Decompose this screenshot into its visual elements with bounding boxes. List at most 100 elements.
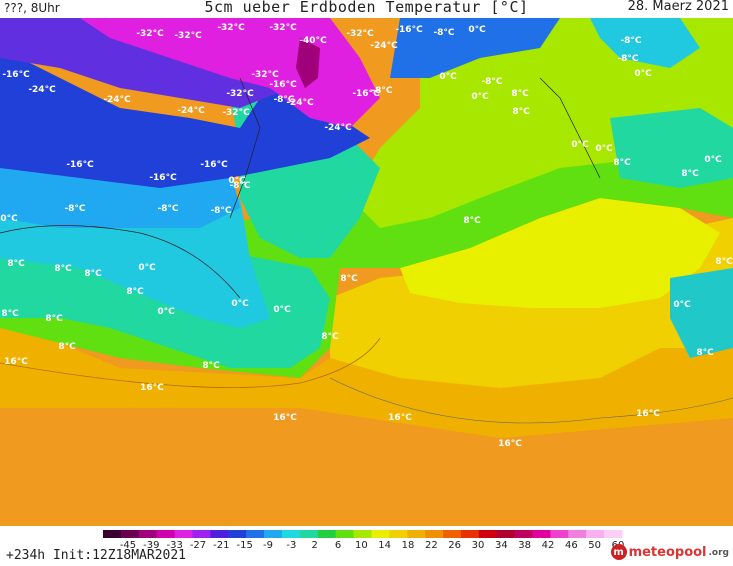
temperature-label: 8°C	[45, 314, 63, 324]
temperature-label: -24°C	[103, 95, 131, 105]
colorbar-segment	[443, 530, 462, 538]
colorbar-segment	[120, 530, 140, 538]
legend-tick-label: 10	[354, 540, 368, 551]
temperature-labels: -32°C -32°C-32°C -32°C-40°C-32°C-24°C-16°C…	[0, 23, 733, 449]
legend-tick-label: -21	[213, 540, 230, 551]
temperature-label: -8°C	[620, 36, 641, 46]
legend-tick-label: 18	[401, 540, 415, 551]
map-canvas: -32°C -32°C-32°C -32°C-40°C-32°C-24°C-16°C…	[0, 18, 733, 526]
map-footer: -45 -39 -33 -27 -21 -15 -9 -3 2 6 10 14 18 22 26 30 34 38…	[0, 526, 733, 566]
legend-tick-label: 38	[518, 540, 532, 551]
temperature-label: 16°C	[498, 439, 522, 449]
temperature-label: -8°C	[273, 95, 294, 105]
temperature-label: 0°C	[138, 263, 156, 273]
temperature-label: -24°C	[177, 106, 205, 116]
coastline-3	[539, 77, 601, 179]
coastline-2	[229, 77, 261, 219]
temperature-label: 8°C	[696, 348, 714, 358]
colorbar-segment	[550, 530, 569, 538]
temperature-label: -8°C	[433, 28, 454, 38]
temperature-label: 0°C	[471, 92, 489, 102]
temperature-label: 16°C	[273, 413, 297, 423]
temperature-label: 8°C	[202, 361, 220, 371]
legend-tick-label: 6	[334, 540, 342, 551]
colorbar-segment	[407, 530, 426, 538]
colorbar-segment	[103, 530, 122, 538]
legend-tick-label: -27	[189, 540, 207, 551]
temperature-label: 0°C	[439, 72, 457, 82]
colorbar-segment	[353, 530, 372, 538]
colorbar-segment	[478, 530, 498, 538]
temperature-label: -8°C	[229, 181, 250, 191]
coastline	[0, 225, 241, 299]
temperature-label: 8°C	[613, 158, 631, 168]
temperature-label: 8°C	[1, 309, 19, 319]
temperature-label: 0°C	[571, 140, 589, 150]
colorbar-segment	[210, 530, 229, 538]
temperature-label: 0°C	[673, 300, 691, 310]
brand-suffix: .org	[708, 548, 729, 558]
legend-tick-label: 46	[564, 540, 578, 551]
coldest-spot	[296, 38, 320, 88]
colorbar-segment	[586, 530, 605, 538]
colorbar-segment	[389, 530, 408, 538]
temperature-label: -8°C	[371, 86, 392, 96]
legend-tick-label: -15	[236, 540, 253, 551]
scandinavia-zone	[610, 108, 733, 188]
colorbar-segment	[335, 530, 355, 538]
temperature-label: -32°C	[136, 29, 164, 39]
brand[interactable]: m meteopool .org	[610, 544, 729, 560]
temperature-label: 8°C	[681, 169, 699, 179]
colorbar-segment	[604, 530, 623, 538]
temperature-label: 8°C	[340, 274, 358, 284]
temperature-label: -24°C	[286, 98, 314, 108]
legend-tick-label: -33	[166, 540, 183, 551]
legend-tick-label: 50	[588, 540, 602, 551]
brand-name: meteopool	[628, 544, 707, 560]
init-time: +234h Init:12Z18MAR2021	[6, 548, 187, 563]
colorbar-segment	[532, 530, 551, 538]
colorbar-segment	[192, 530, 211, 538]
coastline-south	[329, 377, 733, 424]
map-title: 5cm ueber Erdboden Temperatur [°C]	[204, 0, 529, 16]
temperature-label: -32°C	[251, 70, 279, 80]
temperature-label: 0°C	[0, 214, 18, 224]
legend-tick-label: 2	[311, 540, 318, 551]
colorbar-segment	[514, 530, 534, 538]
temperature-label: 16°C	[636, 409, 660, 419]
temperature-label: 16°C	[388, 413, 412, 423]
temperature-label: -32°C	[222, 108, 250, 118]
temperature-label: 8°C	[715, 257, 733, 267]
temperature-label: 8°C	[321, 332, 339, 342]
temperature-label: 8°C	[84, 269, 102, 279]
temperature-label: 8°C	[511, 89, 529, 99]
colorbar-segment	[246, 530, 265, 538]
temperature-label: -16°C	[2, 70, 30, 80]
legend-tick-label: -39	[143, 540, 160, 551]
temperature-label: 8°C	[512, 107, 530, 117]
temperature-label: -16°C	[200, 160, 228, 170]
legend-tick-label: 34	[494, 540, 508, 551]
cyan-zone	[0, 198, 270, 328]
colorbar-segment	[568, 530, 587, 538]
temperature-label: 8°C	[126, 287, 144, 297]
temperature-label: 8°C	[54, 264, 72, 274]
legend-tick-label: 42	[541, 540, 555, 551]
legend-tick-label: -9	[263, 540, 273, 551]
temperature-label: 0°C	[231, 299, 249, 309]
temperature-label: -16°C	[269, 80, 297, 90]
temperature-label: -24°C	[370, 41, 398, 51]
legend-tick-label: -3	[286, 540, 297, 551]
temperature-map: -32°C -32°C -32°C -32°C -40°C -32°C -24°C -16°C…	[0, 18, 733, 526]
temperature-label: 16°C	[4, 357, 28, 367]
colorbar-segment	[174, 530, 193, 538]
legend-tick-label: 30	[471, 540, 485, 551]
temperature-label: -8°C	[64, 204, 85, 214]
colorbar-segment	[371, 530, 390, 538]
temperature-label: -16°C	[149, 173, 177, 183]
meteopool-logo-icon: m	[610, 544, 627, 560]
temperature-label: -8°C	[617, 54, 638, 64]
temperature-label: 0°C	[468, 25, 486, 35]
valid-time-label: ???, 8Uhr	[4, 1, 60, 15]
temperature-label: -24°C	[28, 85, 56, 95]
